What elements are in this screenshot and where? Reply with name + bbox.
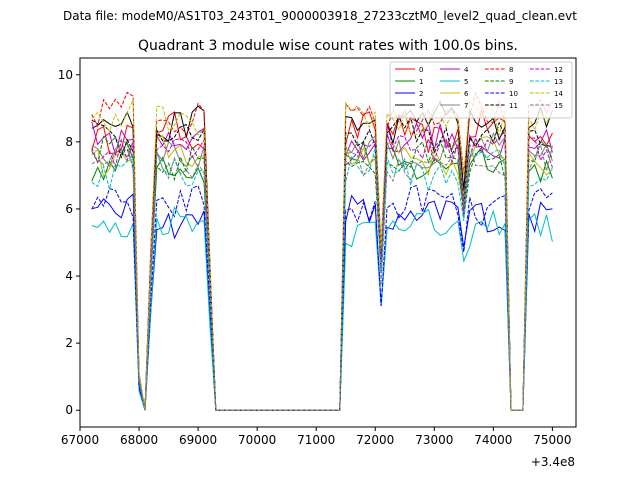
y-tick-label: 4 <box>65 269 73 283</box>
x-tick-label: 74000 <box>474 433 512 447</box>
y-tick-label: 2 <box>65 336 73 350</box>
y-tick-label: 6 <box>65 202 73 216</box>
legend-box <box>389 61 573 119</box>
legend-label-6: 6 <box>464 90 469 98</box>
y-tick-label: 0 <box>65 403 73 417</box>
legend-label-5: 5 <box>464 78 468 86</box>
legend-label-11: 11 <box>509 102 518 110</box>
x-tick-label: 72000 <box>356 433 394 447</box>
legend-label-12: 12 <box>554 66 563 74</box>
legend-label-15: 15 <box>554 102 563 110</box>
legend-label-7: 7 <box>464 102 468 110</box>
legend-label-1: 1 <box>419 78 423 86</box>
legend-label-2: 2 <box>419 90 423 98</box>
legend-label-14: 14 <box>554 90 563 98</box>
y-tick-label: 10 <box>58 68 73 82</box>
x-tick-label: 75000 <box>533 433 571 447</box>
figure-suptitle: Data file: modeM0/AS1T03_243T01_90000039… <box>63 9 577 23</box>
x-tick-label: 69000 <box>179 433 217 447</box>
legend-label-8: 8 <box>509 66 513 74</box>
y-tick-label: 8 <box>65 135 73 149</box>
series-layer <box>91 91 553 411</box>
legend-label-9: 9 <box>509 78 513 86</box>
axis-layer: 67000 68000 69000 70000 71000 72000 73000 74000… <box>58 68 572 447</box>
plot-frame <box>79 57 577 428</box>
x-tick-label: 68000 <box>120 433 158 447</box>
legend-label-10: 10 <box>509 90 518 98</box>
series-line-15 <box>91 139 553 411</box>
x-tick-label: 71000 <box>297 433 335 447</box>
legend-label-4: 4 <box>464 66 469 74</box>
legend-label-0: 0 <box>419 66 423 74</box>
x-tick-label: 67000 <box>61 433 99 447</box>
x-tick-label: 73000 <box>415 433 453 447</box>
legend-label-13: 13 <box>554 78 563 86</box>
legend-label-3: 3 <box>419 102 423 110</box>
x-offset-label: +3.4e8 <box>531 455 575 469</box>
x-tick-label: 70000 <box>238 433 276 447</box>
chart-title: Quadrant 3 module wise count rates with … <box>138 38 518 54</box>
